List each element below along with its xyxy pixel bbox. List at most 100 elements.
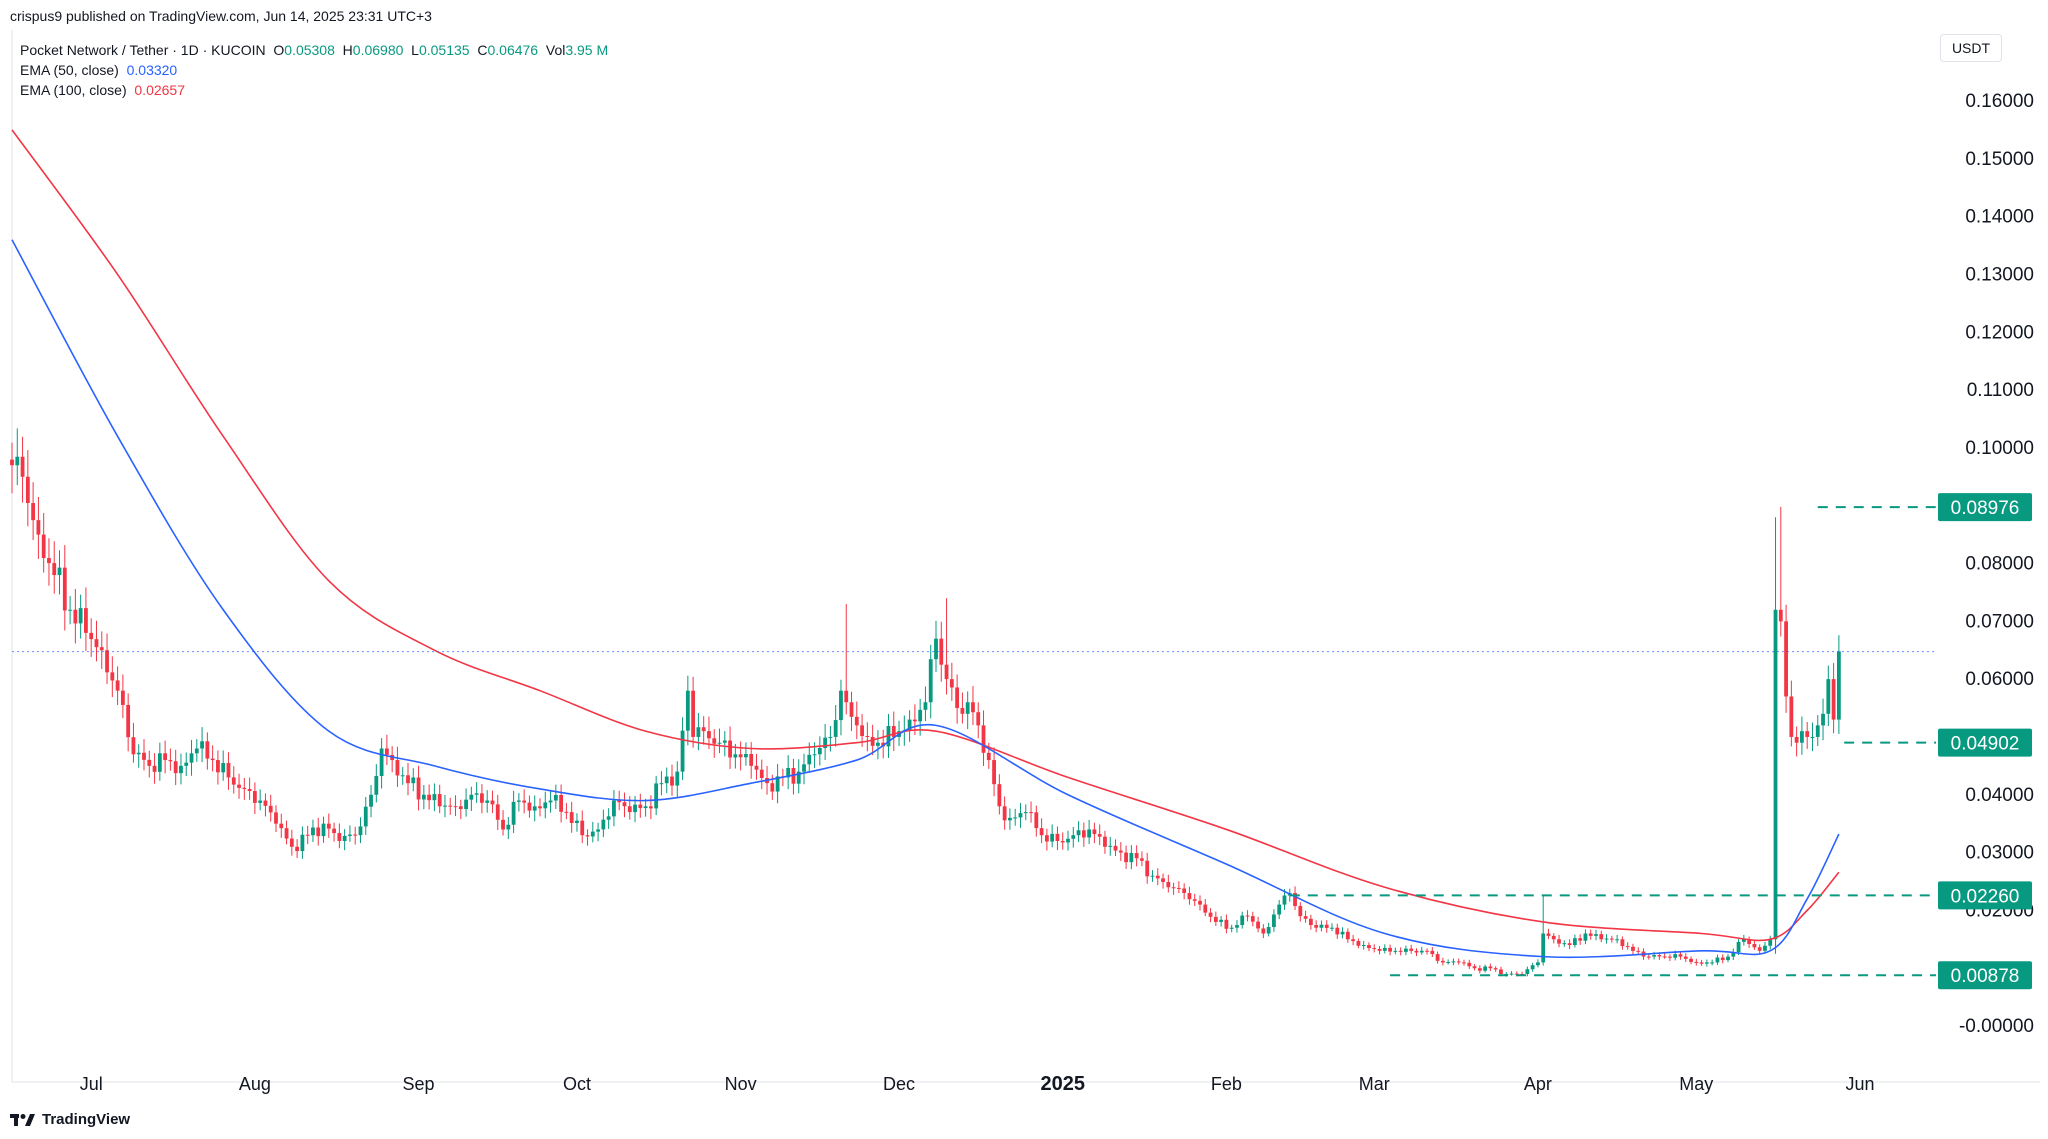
candle-down[interactable] [289, 838, 294, 847]
candle-down[interactable] [210, 758, 215, 761]
candle-down[interactable] [638, 804, 643, 809]
candle-down[interactable] [1831, 679, 1836, 720]
candle-up[interactable] [775, 776, 780, 792]
candle-down[interactable] [99, 647, 104, 651]
candle-down[interactable] [62, 567, 67, 611]
candle-up[interactable] [786, 767, 791, 778]
candle-down[interactable] [1409, 948, 1414, 951]
candle-down[interactable] [1805, 731, 1810, 737]
candle-up[interactable] [136, 752, 141, 755]
candle-down[interactable] [1557, 939, 1561, 944]
candle-up[interactable] [179, 765, 183, 774]
candle-down[interactable] [1367, 945, 1371, 949]
candle-up[interactable] [548, 800, 553, 803]
candle-down[interactable] [1002, 806, 1007, 821]
candle-up[interactable] [511, 801, 516, 825]
candle-down[interactable] [670, 776, 674, 786]
candle-down[interactable] [1435, 954, 1440, 961]
candle-down[interactable] [1388, 947, 1392, 952]
candle-down[interactable] [242, 787, 247, 789]
candle-down[interactable] [105, 650, 109, 673]
candle-down[interactable] [1462, 962, 1466, 964]
candle-down[interactable] [1308, 918, 1313, 926]
candle-down[interactable] [495, 804, 500, 820]
candle-down[interactable] [1256, 921, 1260, 929]
candle-down[interactable] [501, 819, 505, 830]
candle-down[interactable] [458, 806, 463, 809]
candle-down[interactable] [316, 827, 321, 837]
candle-down[interactable] [1699, 962, 1704, 964]
candle-down[interactable] [252, 791, 257, 803]
candle-down[interactable] [453, 806, 458, 808]
candle-up[interactable] [369, 794, 373, 807]
ema100-row[interactable]: EMA (100, close) 0.02657 [20, 80, 608, 100]
candle-down[interactable] [1678, 954, 1683, 957]
candle-up[interactable] [15, 456, 20, 466]
candle-down[interactable] [205, 741, 210, 759]
candle-down[interactable] [712, 738, 717, 744]
candle-down[interactable] [1668, 956, 1672, 958]
candle-up[interactable] [311, 827, 315, 836]
candle-up[interactable] [221, 763, 226, 773]
candle-down[interactable] [1044, 835, 1049, 842]
candle-down[interactable] [860, 725, 864, 737]
candle-down[interactable] [1414, 950, 1419, 953]
candle-down[interactable] [1683, 956, 1688, 959]
candle-up[interactable] [1810, 736, 1815, 738]
ema100-line[interactable] [11, 129, 1840, 942]
candle-up[interactable] [928, 659, 933, 703]
candle-up[interactable] [1736, 941, 1741, 953]
candle-up[interactable] [807, 754, 812, 765]
candle-down[interactable] [237, 784, 241, 788]
candle-down[interactable] [960, 708, 965, 714]
symbol-title[interactable]: Pocket Network / Tether · 1D · KUCOIN [20, 42, 266, 58]
candle-up[interactable] [1229, 927, 1234, 929]
candle-down[interactable] [749, 753, 754, 766]
candle-down[interactable] [448, 805, 453, 807]
candle-up[interactable] [194, 748, 199, 754]
candle-up[interactable] [1129, 853, 1134, 863]
candle-down[interactable] [1176, 887, 1181, 889]
candle-up[interactable] [68, 609, 72, 611]
candle-up[interactable] [1562, 943, 1567, 945]
candle-up[interactable] [965, 702, 970, 714]
candle-down[interactable] [1155, 875, 1160, 879]
candle-up[interactable] [1615, 939, 1620, 941]
candle-down[interactable] [849, 702, 854, 717]
candle-up[interactable] [1272, 914, 1276, 928]
candle-up[interactable] [823, 737, 828, 749]
candle-up[interactable] [532, 806, 537, 811]
candle-down[interactable] [115, 680, 120, 691]
candle-down[interactable] [52, 563, 57, 576]
candle-down[interactable] [295, 846, 300, 852]
candle-up[interactable] [157, 753, 162, 772]
candle-up[interactable] [1604, 938, 1609, 940]
candle-down[interactable] [1261, 928, 1266, 934]
candle-down[interactable] [1477, 968, 1482, 971]
candle-down[interactable] [1472, 966, 1477, 969]
candle-down[interactable] [231, 777, 236, 785]
candle-down[interactable] [268, 805, 273, 813]
candle-down[interactable] [981, 725, 986, 753]
candle-up[interactable] [553, 794, 558, 801]
candle-up[interactable] [348, 834, 352, 836]
candle-down[interactable] [142, 752, 146, 760]
candle-down[interactable] [1356, 941, 1361, 946]
candle-up[interactable] [1361, 945, 1366, 947]
candle-down[interactable] [305, 834, 310, 836]
candle-up[interactable] [432, 794, 437, 801]
candle-down[interactable] [1293, 893, 1297, 907]
candle-up[interactable] [1340, 931, 1345, 935]
candle-down[interactable] [1092, 829, 1097, 835]
candle-down[interactable] [25, 476, 30, 504]
candle-up[interactable] [1741, 939, 1746, 942]
candle-down[interactable] [992, 760, 996, 785]
candle-down[interactable] [1546, 933, 1551, 936]
ema50-row[interactable]: EMA (50, close) 0.03320 [20, 60, 608, 80]
candle-up[interactable] [1509, 973, 1514, 975]
candle-down[interactable] [564, 811, 569, 813]
candle-down[interactable] [1377, 948, 1382, 951]
candle-down[interactable] [986, 752, 991, 761]
candle-up[interactable] [1050, 833, 1055, 842]
candle-up[interactable] [1731, 952, 1736, 957]
